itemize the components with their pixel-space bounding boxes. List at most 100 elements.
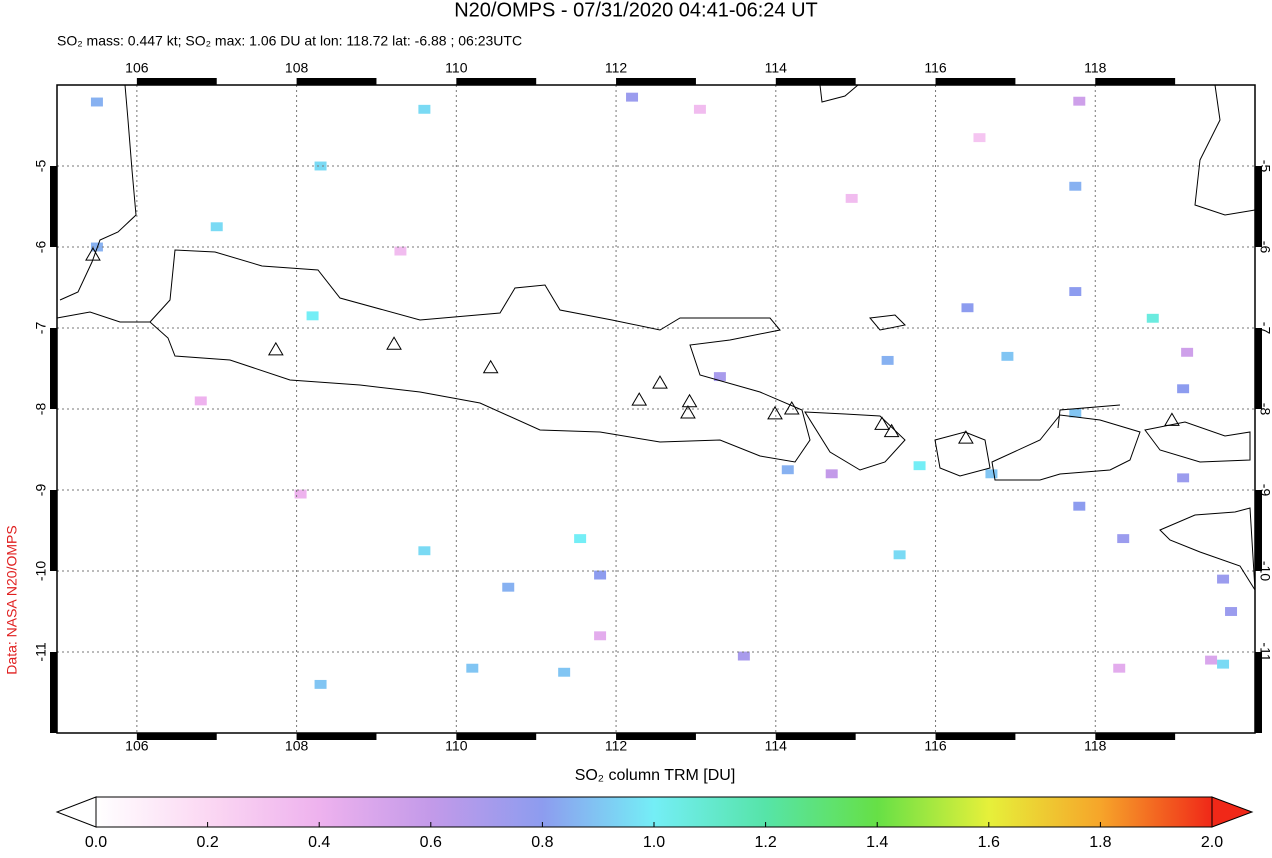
coastline (869, 314, 1121, 429)
so2-pixel (194, 396, 207, 406)
colorbar-extend (55, 796, 97, 828)
so2-pixel (693, 104, 706, 114)
y-tick-label: -9 (1257, 484, 1272, 497)
so2-pixel (1181, 347, 1194, 357)
coastline (149, 249, 811, 463)
y-tick-label: -6 (1257, 241, 1272, 254)
frame-band (1255, 652, 1262, 733)
so2-pixel (737, 651, 750, 661)
volcano (874, 416, 890, 430)
colorbar-tick-label: 1.0 (643, 834, 665, 851)
coastline (819, 84, 1256, 216)
so2-pixel (418, 104, 431, 114)
volcano-layer (85, 247, 1180, 444)
so2-pixel (1177, 473, 1190, 483)
y-tick-label: -10 (33, 561, 49, 581)
frame-band (50, 490, 57, 571)
y-tick-label: -8 (1257, 403, 1272, 416)
frame-band (456, 733, 537, 740)
frame-band (935, 78, 1016, 85)
grid (57, 85, 1255, 733)
frame-band (616, 733, 696, 740)
subtitle: SO₂ mass: 0.447 kt; SO₂ max: 1.06 DU at … (57, 33, 522, 49)
colorbar-tick-label: 0.2 (196, 834, 218, 851)
x-tick-label: 110 (445, 738, 468, 754)
volcano (85, 247, 101, 261)
x-tick-label: 110 (445, 60, 468, 76)
colorbar-tick-label: 2.0 (1201, 834, 1223, 851)
so2-pixel (574, 534, 587, 544)
x-tick-label: 106 (125, 60, 149, 76)
x-tick-label: 116 (924, 738, 947, 754)
frame-band (1255, 166, 1262, 247)
so2-pixel (825, 469, 838, 479)
colorbar-extend (1211, 796, 1254, 828)
x-tick-label: 108 (285, 738, 309, 754)
so2-pixel (881, 355, 894, 365)
frame-band (775, 733, 856, 740)
so2-pixel (314, 161, 327, 171)
colorbar-tick-label: 1.6 (978, 834, 1000, 851)
colorbar-label: SO₂ column TRM [DU] (575, 767, 736, 784)
so2-pixel (314, 679, 327, 689)
so2-pixel (973, 133, 986, 143)
colorbar-tick-label: 0.4 (308, 834, 330, 851)
volcano (680, 405, 696, 419)
so2-pixel (594, 631, 607, 641)
frame-band (616, 78, 696, 85)
volcano (267, 341, 284, 356)
y-tick-label: -7 (1257, 322, 1272, 335)
so2-pixel (558, 667, 571, 677)
pixel-layer (90, 92, 1238, 689)
coastline (804, 411, 906, 471)
so2-pixel (1177, 384, 1190, 394)
colorbar-tick-label: 1.8 (1089, 834, 1111, 851)
credit: Data: NASA N20/OMPS (4, 525, 20, 674)
so2-pixel (1113, 663, 1126, 673)
chart-title: N20/OMPS - 07/31/2020 04:41-06:24 UT (454, 0, 818, 21)
so2-pixel (594, 570, 607, 580)
coastline (934, 431, 991, 477)
so2-pixel (294, 489, 307, 499)
so2-pixel (1001, 351, 1014, 361)
colorbar-tick-label: 0.0 (85, 834, 107, 851)
frame-band (136, 733, 217, 740)
frame-band (50, 652, 57, 733)
volcano (958, 430, 974, 444)
frame-band (296, 78, 377, 85)
so2-pixel (466, 663, 479, 673)
so2-pixel (1225, 607, 1238, 616)
coastlines (56, 84, 1256, 591)
colorbar-tick-label: 1.4 (866, 834, 888, 851)
x-tick-label: 112 (605, 60, 628, 76)
frame-band (50, 166, 57, 247)
volcano (652, 375, 668, 389)
x-tick-label: 118 (1084, 60, 1107, 76)
colorbar: 0.0 0.2 0.4 0.6 0.8 1.0 1.2 1.4 1.6 1.8 2.0 (55, 796, 1254, 851)
so2-pixel (1073, 501, 1086, 511)
y-tick-label: -7 (33, 322, 49, 335)
so2-pixel (1217, 574, 1230, 584)
coastline (1159, 507, 1256, 591)
volcano (482, 359, 499, 374)
so2-pixel (1073, 96, 1086, 106)
coastline (56, 84, 150, 323)
frame-band (1095, 78, 1176, 85)
volcano (631, 392, 648, 406)
so2-pixel (90, 97, 103, 107)
frame-band (296, 733, 377, 740)
so2-pixel (210, 222, 223, 232)
so2-pixel (1117, 534, 1130, 544)
x-tick-label: 108 (285, 60, 309, 76)
so2-pixel (893, 550, 906, 560)
colorbar-tick-label: 0.8 (531, 834, 553, 851)
frame-band (50, 328, 57, 409)
y-tick-label: -11 (1257, 642, 1272, 661)
frame-band (775, 78, 856, 85)
so2-pixel (1069, 181, 1082, 191)
y-tick-label: -5 (33, 160, 49, 173)
frame-band (1255, 328, 1262, 409)
x-tick-label: 118 (1084, 738, 1107, 754)
so2-pixel (1205, 655, 1218, 665)
